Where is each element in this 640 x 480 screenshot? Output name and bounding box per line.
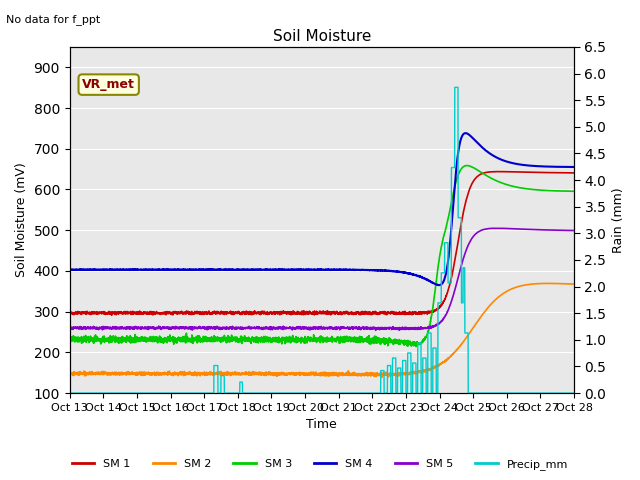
X-axis label: Time: Time bbox=[307, 419, 337, 432]
Title: Soil Moisture: Soil Moisture bbox=[273, 29, 371, 44]
Y-axis label: Rain (mm): Rain (mm) bbox=[612, 187, 625, 253]
Text: VR_met: VR_met bbox=[83, 78, 135, 91]
Text: No data for f_ppt: No data for f_ppt bbox=[6, 14, 100, 25]
Legend: SM 1, SM 2, SM 3, SM 4, SM 5, Precip_mm: SM 1, SM 2, SM 3, SM 4, SM 5, Precip_mm bbox=[68, 455, 572, 474]
Y-axis label: Soil Moisture (mV): Soil Moisture (mV) bbox=[15, 163, 28, 277]
